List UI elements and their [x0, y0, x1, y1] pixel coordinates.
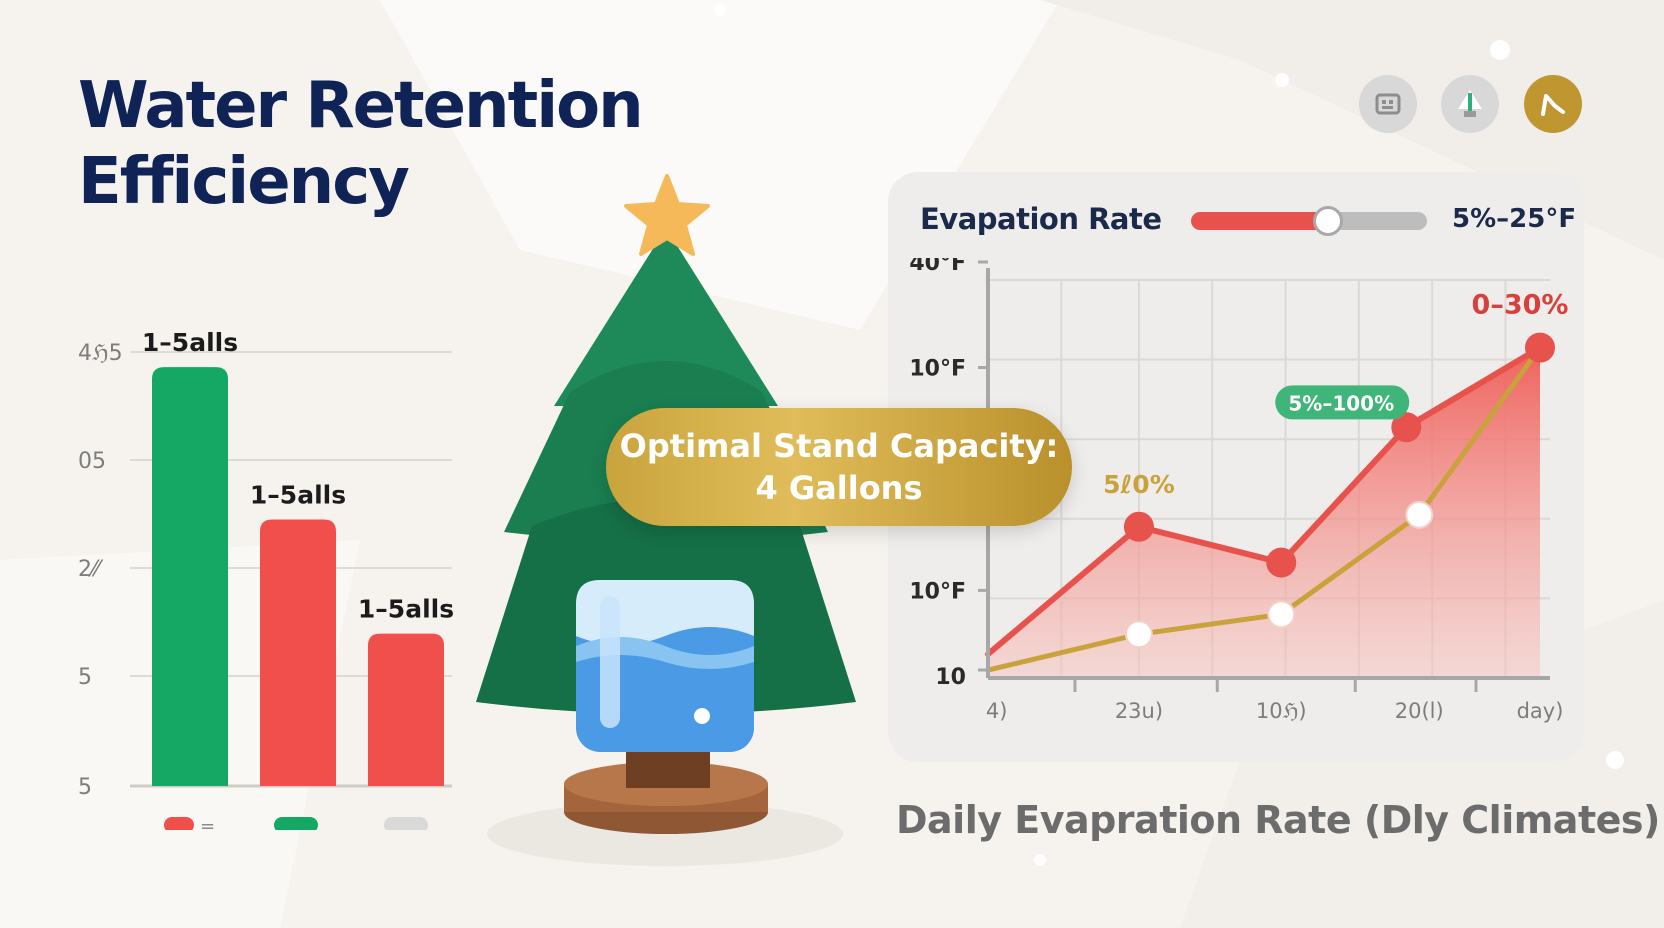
y-tick-label: 5 — [78, 775, 92, 800]
chart-trend-icon — [1541, 94, 1565, 116]
slider-thumb[interactable] — [1312, 206, 1343, 236]
annotation-label: 5%–100% — [1288, 391, 1394, 415]
bar — [368, 633, 444, 786]
y-tick-label: 10°F — [909, 357, 966, 382]
x-tick-label: 20(l) — [1395, 699, 1444, 723]
chart-caption: Daily Evapration Rate (Dly Climates) — [896, 798, 1660, 842]
capacity-callout: Optimal Stand Capacity: 4 Gallons — [606, 408, 1072, 526]
data-point — [1266, 547, 1297, 578]
bar-label: 1–5alls — [358, 595, 454, 624]
page-title-line2: Efficiency — [78, 145, 410, 219]
y-tick-label: 10°F — [909, 579, 966, 604]
data-point — [1123, 511, 1154, 542]
y-tick-label: 4ℌ5 — [78, 341, 123, 366]
x-tick-label: 4) — [986, 699, 1008, 723]
data-point — [1267, 600, 1296, 629]
data-point — [1124, 620, 1153, 649]
page-title-line1: Water Retention — [78, 69, 644, 143]
data-point — [1405, 500, 1434, 529]
annotation-label: 0–30% — [1472, 290, 1569, 321]
data-point — [1391, 412, 1422, 443]
callout-line2: 4 Gallons — [755, 469, 923, 507]
y-tick-label: 05 — [78, 449, 106, 474]
y-tick-label: 40°F — [909, 258, 966, 276]
legend-label: = — [200, 816, 215, 830]
data-point — [1525, 332, 1555, 363]
tree-button[interactable] — [1441, 75, 1499, 133]
y-tick-label: 10 — [935, 665, 966, 690]
y-tick-label: 2⁄⁄ — [78, 557, 104, 582]
slider-label: Evapation Rate — [920, 202, 1162, 236]
bar-chart: 4ℌ5 05 2⁄⁄ 5 5 1–5alls 1–5alls 1–5alls = — [78, 328, 454, 830]
bar — [260, 519, 336, 786]
annotation-badge — [1275, 385, 1410, 420]
legend-swatch — [384, 817, 428, 830]
bar-label: 1–5alls — [250, 480, 346, 509]
legend-swatch — [274, 817, 318, 830]
tree-top-tier — [554, 228, 778, 406]
bar-label: 1–5alls — [142, 328, 238, 357]
legend-swatch — [164, 817, 194, 830]
dashboard-button[interactable] — [1359, 75, 1417, 133]
evaporation-slider[interactable] — [1191, 212, 1427, 230]
x-tick-label: 10ℌ) — [1256, 699, 1307, 723]
callout-line1: Optimal Stand Capacity: — [619, 427, 1059, 465]
x-tick-label: day) — [1517, 699, 1564, 723]
y-tick-label: 5 — [78, 665, 92, 690]
star-icon — [624, 174, 710, 256]
trend-button[interactable] — [1524, 75, 1582, 133]
tree-icon — [1458, 90, 1482, 117]
bar — [152, 367, 228, 786]
dashboard-icon — [1375, 93, 1401, 115]
page-title: Water Retention Efficiency — [78, 68, 644, 220]
slider-fill — [1191, 212, 1328, 230]
annotation-label: 5ℓ0% — [1103, 470, 1175, 499]
series-area — [988, 347, 1540, 678]
x-tick-label: 23u) — [1115, 699, 1163, 723]
slider-range-text: 5%–25°F — [1452, 204, 1577, 234]
